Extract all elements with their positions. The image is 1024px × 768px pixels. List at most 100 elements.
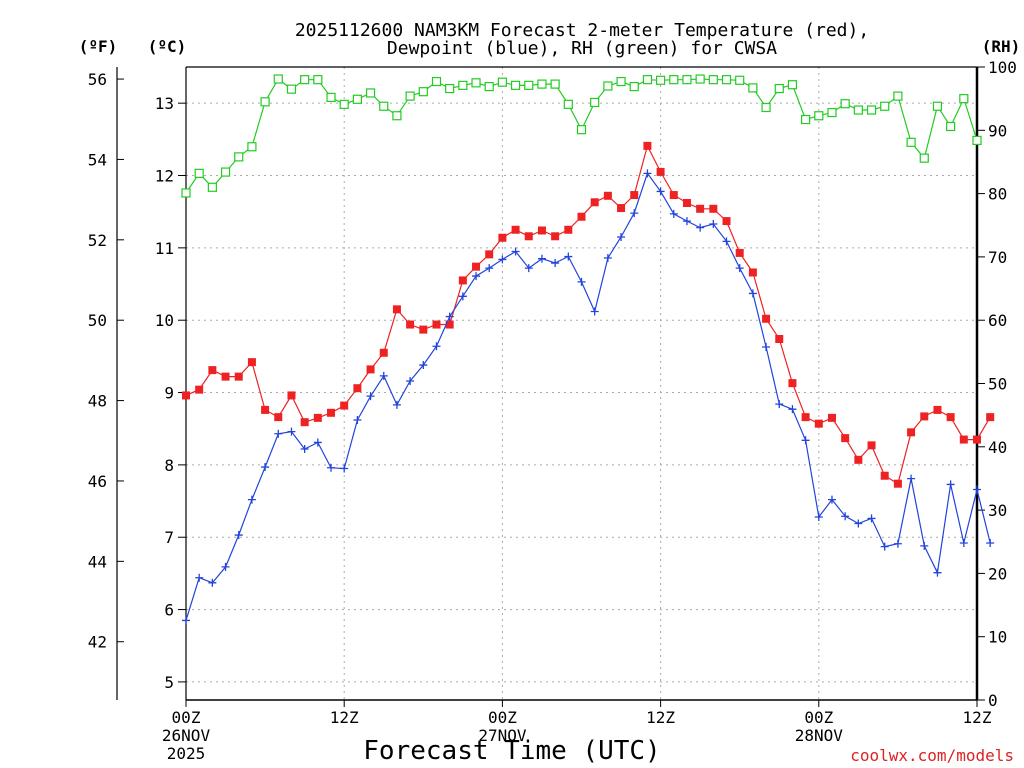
rh-tick-label: 40 xyxy=(988,438,1007,457)
dewpoint-point xyxy=(696,223,705,232)
dewpoint-point xyxy=(788,405,797,414)
rh-tick-label: 20 xyxy=(988,564,1007,583)
dewpoint-point xyxy=(827,495,836,504)
2-meter-temperature-point xyxy=(722,217,731,226)
2-meter-temperature-point xyxy=(234,372,243,381)
rh-point xyxy=(326,92,336,102)
fahrenheit-tick-label: 44 xyxy=(88,552,107,571)
rh-point xyxy=(682,75,692,85)
2-meter-temperature-point xyxy=(933,405,942,414)
rh-point xyxy=(787,80,798,90)
2-meter-temperature-point xyxy=(854,455,863,464)
x-tick-date-label: 27NOV xyxy=(478,726,527,745)
dewpoint-point xyxy=(762,342,771,351)
dewpoint-point xyxy=(986,539,995,548)
dewpoint-point xyxy=(590,307,599,316)
rh-tick-label: 70 xyxy=(988,248,1007,267)
data-series xyxy=(181,74,995,625)
dewpoint-point xyxy=(327,463,336,472)
rh-point xyxy=(669,75,679,85)
celsius-unit-label: (ºC) xyxy=(148,37,187,56)
dewpoint-point xyxy=(630,209,639,218)
celsius-tick-label: 8 xyxy=(164,456,174,475)
celsius-tick-label: 7 xyxy=(164,528,174,547)
rh-point xyxy=(365,88,376,98)
dewpoint-point xyxy=(946,480,955,489)
2-meter-temperature-point xyxy=(643,141,652,150)
2-meter-temperature-point xyxy=(537,226,546,235)
2-meter-temperature-point xyxy=(432,320,441,329)
rh-point xyxy=(721,75,732,85)
x-tick-date-label: 26NOV xyxy=(162,726,211,745)
2-meter-temperature-point xyxy=(814,419,823,428)
2-meter-temperature-point xyxy=(801,413,810,422)
rh-point xyxy=(590,97,600,108)
2-meter-temperature-point xyxy=(907,428,916,437)
rh-point xyxy=(537,79,547,89)
2-meter-temperature-point xyxy=(564,225,573,234)
2-meter-temperature-point xyxy=(986,413,995,422)
rh-point xyxy=(418,87,428,97)
axes xyxy=(116,66,985,707)
rh-point xyxy=(313,75,323,85)
x-tick-label: 12Z xyxy=(963,708,992,727)
dewpoint-point xyxy=(854,519,863,528)
chart-title-line-2: Dewpoint (blue), RH (green) for CWSA xyxy=(387,38,777,59)
x-tick-label: 00Z xyxy=(488,708,517,727)
rh-point xyxy=(181,188,191,198)
rh-point xyxy=(761,102,771,113)
2-meter-temperature-point xyxy=(748,268,757,277)
2-meter-temperature-point xyxy=(577,212,586,221)
dewpoint-point xyxy=(287,427,296,436)
rh-tick-label: 80 xyxy=(988,185,1007,204)
rh-point xyxy=(655,75,666,85)
2-meter-temperature-point xyxy=(893,479,902,488)
2-meter-temperature-point xyxy=(274,413,283,422)
rh-tick-label: 100 xyxy=(988,58,1017,77)
rh-point xyxy=(220,167,231,177)
rh-point xyxy=(748,83,758,93)
dewpoint-point xyxy=(722,237,731,246)
rh-point xyxy=(207,182,217,192)
chart-title-line-1: 2025112600 NAM3KM Forecast 2-meter Tempe… xyxy=(295,20,869,41)
x-tick-label: 00Z xyxy=(804,708,833,727)
celsius-tick-label: 11 xyxy=(155,239,174,258)
dewpoint-point xyxy=(537,254,546,263)
dewpoint-point xyxy=(498,255,507,264)
dewpoint-point xyxy=(577,277,586,286)
2-meter-temperature-point xyxy=(617,204,626,213)
rh-point xyxy=(814,111,824,121)
rh-point xyxy=(695,74,705,84)
dewpoint-point xyxy=(735,264,744,273)
celsius-tick-label: 5 xyxy=(164,673,174,692)
dewpoint-point xyxy=(775,400,784,409)
dewpoint-point xyxy=(458,292,467,301)
rh-point xyxy=(392,111,402,121)
rh-tick-label: 90 xyxy=(988,121,1007,140)
2-meter-temperature-line xyxy=(185,144,991,485)
dewpoint-point xyxy=(643,169,652,178)
rh-tick-label: 50 xyxy=(988,375,1007,394)
2-meter-temperature-point xyxy=(287,391,296,400)
rh-point xyxy=(431,76,442,87)
dewpoint-point xyxy=(300,444,309,453)
2-meter-temperature-point xyxy=(630,191,639,200)
dewpoint-point xyxy=(182,616,190,625)
rh-point xyxy=(932,101,943,111)
2-meter-temperature-point xyxy=(946,413,955,422)
2-meter-temperature-point xyxy=(973,435,981,444)
credit-text: coolwx.com/models xyxy=(850,746,1014,765)
2-meter-temperature-point xyxy=(511,225,520,234)
rh-point xyxy=(893,91,903,101)
dewpoint-point xyxy=(959,539,968,548)
dewpoint-point xyxy=(261,463,270,472)
rh-point xyxy=(234,152,244,162)
rh-point xyxy=(339,99,349,109)
rh-point xyxy=(405,91,415,101)
rh-point xyxy=(445,83,455,94)
dewpoint-point xyxy=(656,187,665,196)
x-tick-year-label: 2025 xyxy=(167,744,206,763)
x-tick-label: 12Z xyxy=(330,708,359,727)
2-meter-temperature-point xyxy=(472,262,481,271)
2-meter-temperature-point xyxy=(445,320,454,329)
